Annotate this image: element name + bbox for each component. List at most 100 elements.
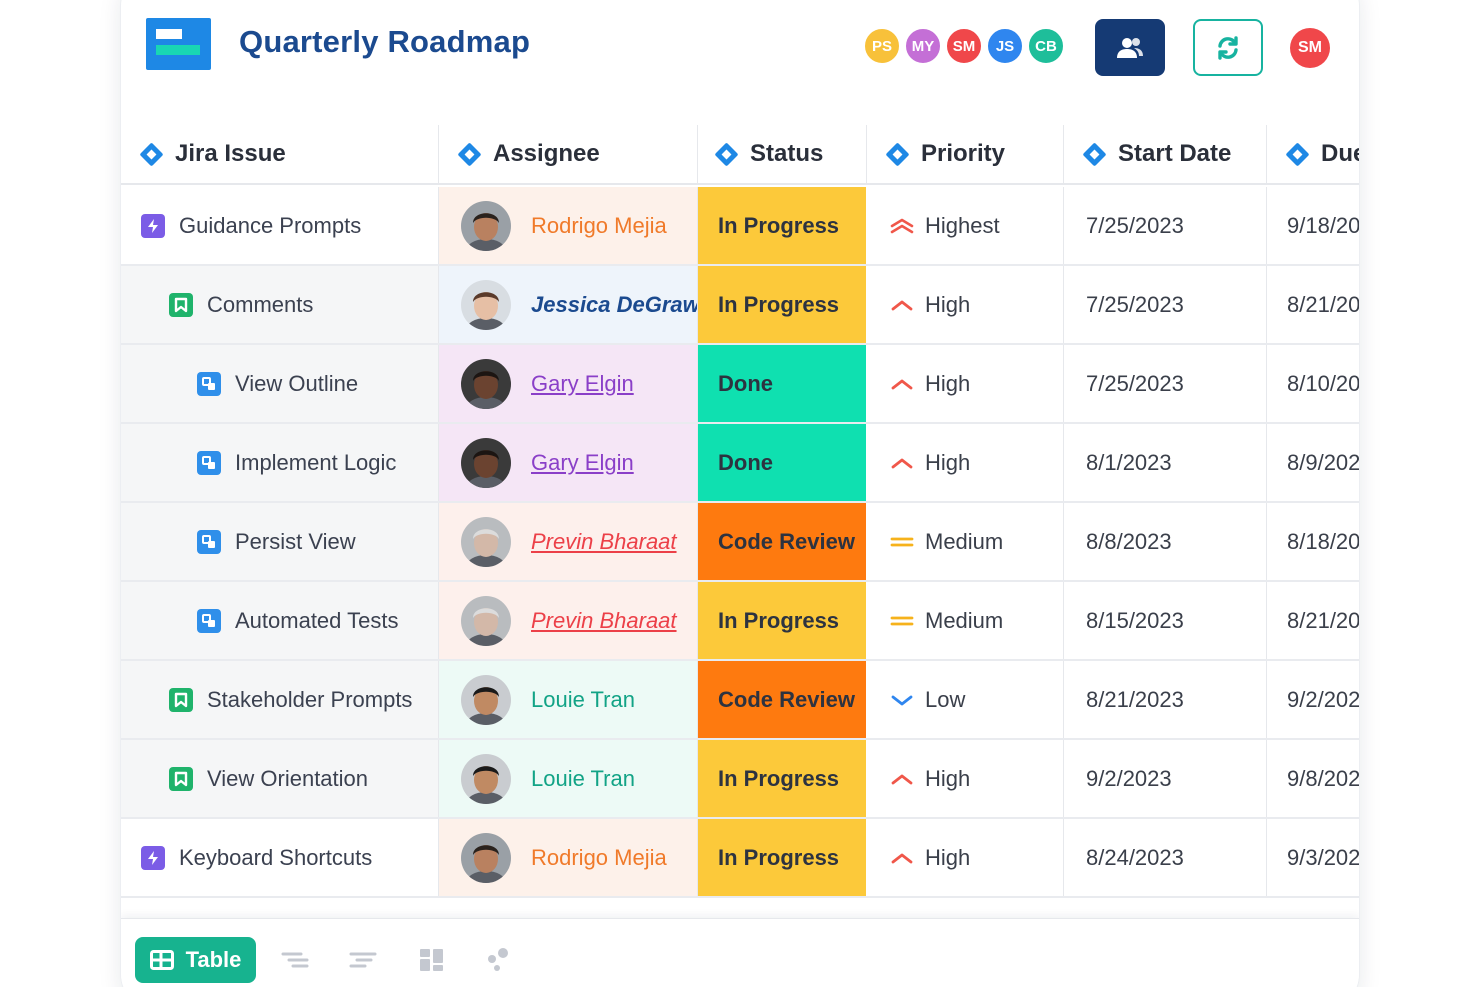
- cell-issue[interactable]: Automated Tests: [121, 582, 439, 659]
- cell-issue[interactable]: Stakeholder Prompts: [121, 661, 439, 738]
- table-row[interactable]: Stakeholder Prompts Louie Tran Code Review…: [121, 661, 1359, 740]
- issue-title: Guidance Prompts: [179, 212, 362, 238]
- tab-graph-view-icon[interactable]: [483, 945, 513, 975]
- cell-issue[interactable]: Guidance Prompts: [121, 187, 439, 264]
- cell-issue[interactable]: View Outline: [121, 345, 439, 422]
- cell-status[interactable]: In Progress: [698, 582, 867, 659]
- cell-status[interactable]: Done: [698, 345, 867, 422]
- priority-high-icon: [891, 458, 913, 468]
- cell-due-date[interactable]: 8/10/2023: [1287, 370, 1359, 396]
- table-icon: [149, 950, 174, 970]
- cell-status[interactable]: Code Review: [698, 503, 867, 580]
- cell-start-date[interactable]: 7/25/2023: [1064, 345, 1267, 422]
- cell-due-date[interactable]: 8/9/2023: [1287, 449, 1359, 475]
- cell-issue[interactable]: Implement Logic: [121, 424, 439, 501]
- tab-outline-view-icon[interactable]: [281, 945, 311, 975]
- table-row[interactable]: Persist View Previn Bharaat Code Review Med…: [121, 503, 1359, 582]
- cell-assignee[interactable]: Gary Elgin: [439, 345, 698, 422]
- assignee-avatar: [461, 832, 511, 883]
- issue-title: Comments: [207, 291, 314, 317]
- cell-issue[interactable]: Persist View: [121, 503, 439, 580]
- column-header-status[interactable]: Status: [698, 125, 867, 183]
- cell-priority[interactable]: Medium: [867, 503, 1064, 580]
- table-row[interactable]: Keyboard Shortcuts Rodrigo Mejia In Progre…: [121, 819, 1359, 898]
- table-row[interactable]: Guidance Prompts Rodrigo Mejia In Progress…: [121, 187, 1359, 266]
- column-header-due-date[interactable]: Due Date: [1267, 125, 1359, 183]
- cell-assignee[interactable]: Louie Tran: [439, 740, 698, 817]
- collaborator-avatar[interactable]: JS: [986, 27, 1024, 65]
- cell-due-date[interactable]: 8/18/2023: [1287, 528, 1359, 554]
- cell-priority[interactable]: Medium: [867, 582, 1064, 659]
- cell-assignee[interactable]: Rodrigo Mejia: [439, 819, 698, 896]
- cell-due-date[interactable]: 8/21/2023: [1287, 607, 1359, 633]
- tab-board-view-icon[interactable]: [417, 945, 447, 975]
- priority-label: Highest: [925, 212, 1000, 238]
- subtask-icon: [197, 529, 221, 554]
- share-users-button[interactable]: [1095, 19, 1165, 76]
- cell-assignee[interactable]: Jessica DeGraw: [439, 266, 698, 343]
- cell-due-date[interactable]: 8/21/2023: [1287, 291, 1359, 317]
- priority-label: High: [925, 291, 971, 317]
- cell-issue[interactable]: Keyboard Shortcuts: [121, 819, 439, 896]
- cell-start-date[interactable]: 8/1/2023: [1064, 424, 1267, 501]
- cell-status[interactable]: In Progress: [698, 266, 867, 343]
- cell-priority[interactable]: High: [867, 819, 1064, 896]
- table-row[interactable]: Implement Logic Gary Elgin Done High 8/1/202…: [121, 424, 1359, 503]
- column-header-priority[interactable]: Priority: [867, 125, 1064, 183]
- cell-priority[interactable]: Highest: [867, 187, 1064, 264]
- cell-status[interactable]: In Progress: [698, 740, 867, 817]
- cell-start-date[interactable]: 7/25/2023: [1064, 266, 1267, 343]
- field-diamond-icon: [1285, 141, 1310, 167]
- cell-due-date[interactable]: 9/2/2023: [1287, 686, 1359, 712]
- column-header-issue[interactable]: Jira Issue: [121, 125, 439, 183]
- cell-assignee[interactable]: Rodrigo Mejia: [439, 187, 698, 264]
- priority-label: Low: [925, 686, 966, 712]
- table-row[interactable]: View Outline Gary Elgin Done High 7/25/2023 8…: [121, 345, 1359, 424]
- collaborator-avatar[interactable]: MY: [904, 27, 942, 65]
- cell-start-date[interactable]: 9/2/2023: [1064, 740, 1267, 817]
- cell-assignee[interactable]: Gary Elgin: [439, 424, 698, 501]
- priority-low-icon: [891, 695, 913, 705]
- status-label: Done: [718, 370, 773, 396]
- cell-status[interactable]: In Progress: [698, 187, 867, 264]
- cell-due-date[interactable]: 9/18/2023: [1287, 212, 1359, 238]
- tab-gantt-view-icon[interactable]: [349, 945, 379, 975]
- cell-start-date[interactable]: 8/8/2023: [1064, 503, 1267, 580]
- cell-assignee[interactable]: Previn Bharaat: [439, 582, 698, 659]
- cell-due-date[interactable]: 9/3/2023: [1287, 844, 1359, 870]
- cell-status[interactable]: Done: [698, 424, 867, 501]
- roadmap-card: Quarterly Roadmap PS MY SM JS CB SM Jira Iss…: [121, 0, 1359, 987]
- table-row[interactable]: Comments Jessica DeGraw In Progress High 7/2…: [121, 266, 1359, 345]
- tab-table-view[interactable]: Table: [135, 937, 256, 983]
- users-icon: [1117, 37, 1143, 58]
- collaborator-avatar[interactable]: CB: [1027, 27, 1065, 65]
- cell-start-date[interactable]: 7/25/2023: [1064, 187, 1267, 264]
- cell-priority[interactable]: High: [867, 345, 1064, 422]
- collaborator-avatar[interactable]: SM: [945, 27, 983, 65]
- cell-priority[interactable]: High: [867, 424, 1064, 501]
- cell-issue[interactable]: Comments: [121, 266, 439, 343]
- cell-status[interactable]: Code Review: [698, 661, 867, 738]
- cell-start-date[interactable]: 8/21/2023: [1064, 661, 1267, 738]
- cell-due-date[interactable]: 9/8/2023: [1287, 765, 1359, 791]
- issue-title: Implement Logic: [235, 449, 397, 475]
- priority-label: Medium: [925, 607, 1004, 633]
- cell-assignee[interactable]: Previn Bharaat: [439, 503, 698, 580]
- current-user-avatar[interactable]: SM: [1290, 28, 1330, 68]
- collaborator-avatar[interactable]: PS: [863, 27, 901, 65]
- column-header-assignee[interactable]: Assignee: [439, 125, 698, 183]
- cell-priority[interactable]: Low: [867, 661, 1064, 738]
- cell-priority[interactable]: High: [867, 266, 1064, 343]
- cell-issue[interactable]: View Orientation: [121, 740, 439, 817]
- cell-start-date[interactable]: 8/24/2023: [1064, 819, 1267, 896]
- cell-priority[interactable]: High: [867, 740, 1064, 817]
- sync-button[interactable]: [1193, 19, 1263, 76]
- story-icon: [169, 766, 193, 791]
- table-row[interactable]: View Orientation Louie Tran In Progress Hig…: [121, 740, 1359, 819]
- priority-label: High: [925, 765, 971, 791]
- cell-status[interactable]: In Progress: [698, 819, 867, 896]
- column-header-start-date[interactable]: Start Date: [1064, 125, 1267, 183]
- cell-assignee[interactable]: Louie Tran: [439, 661, 698, 738]
- table-row[interactable]: Automated Tests Previn Bharaat In Progress…: [121, 582, 1359, 661]
- cell-start-date[interactable]: 8/15/2023: [1064, 582, 1267, 659]
